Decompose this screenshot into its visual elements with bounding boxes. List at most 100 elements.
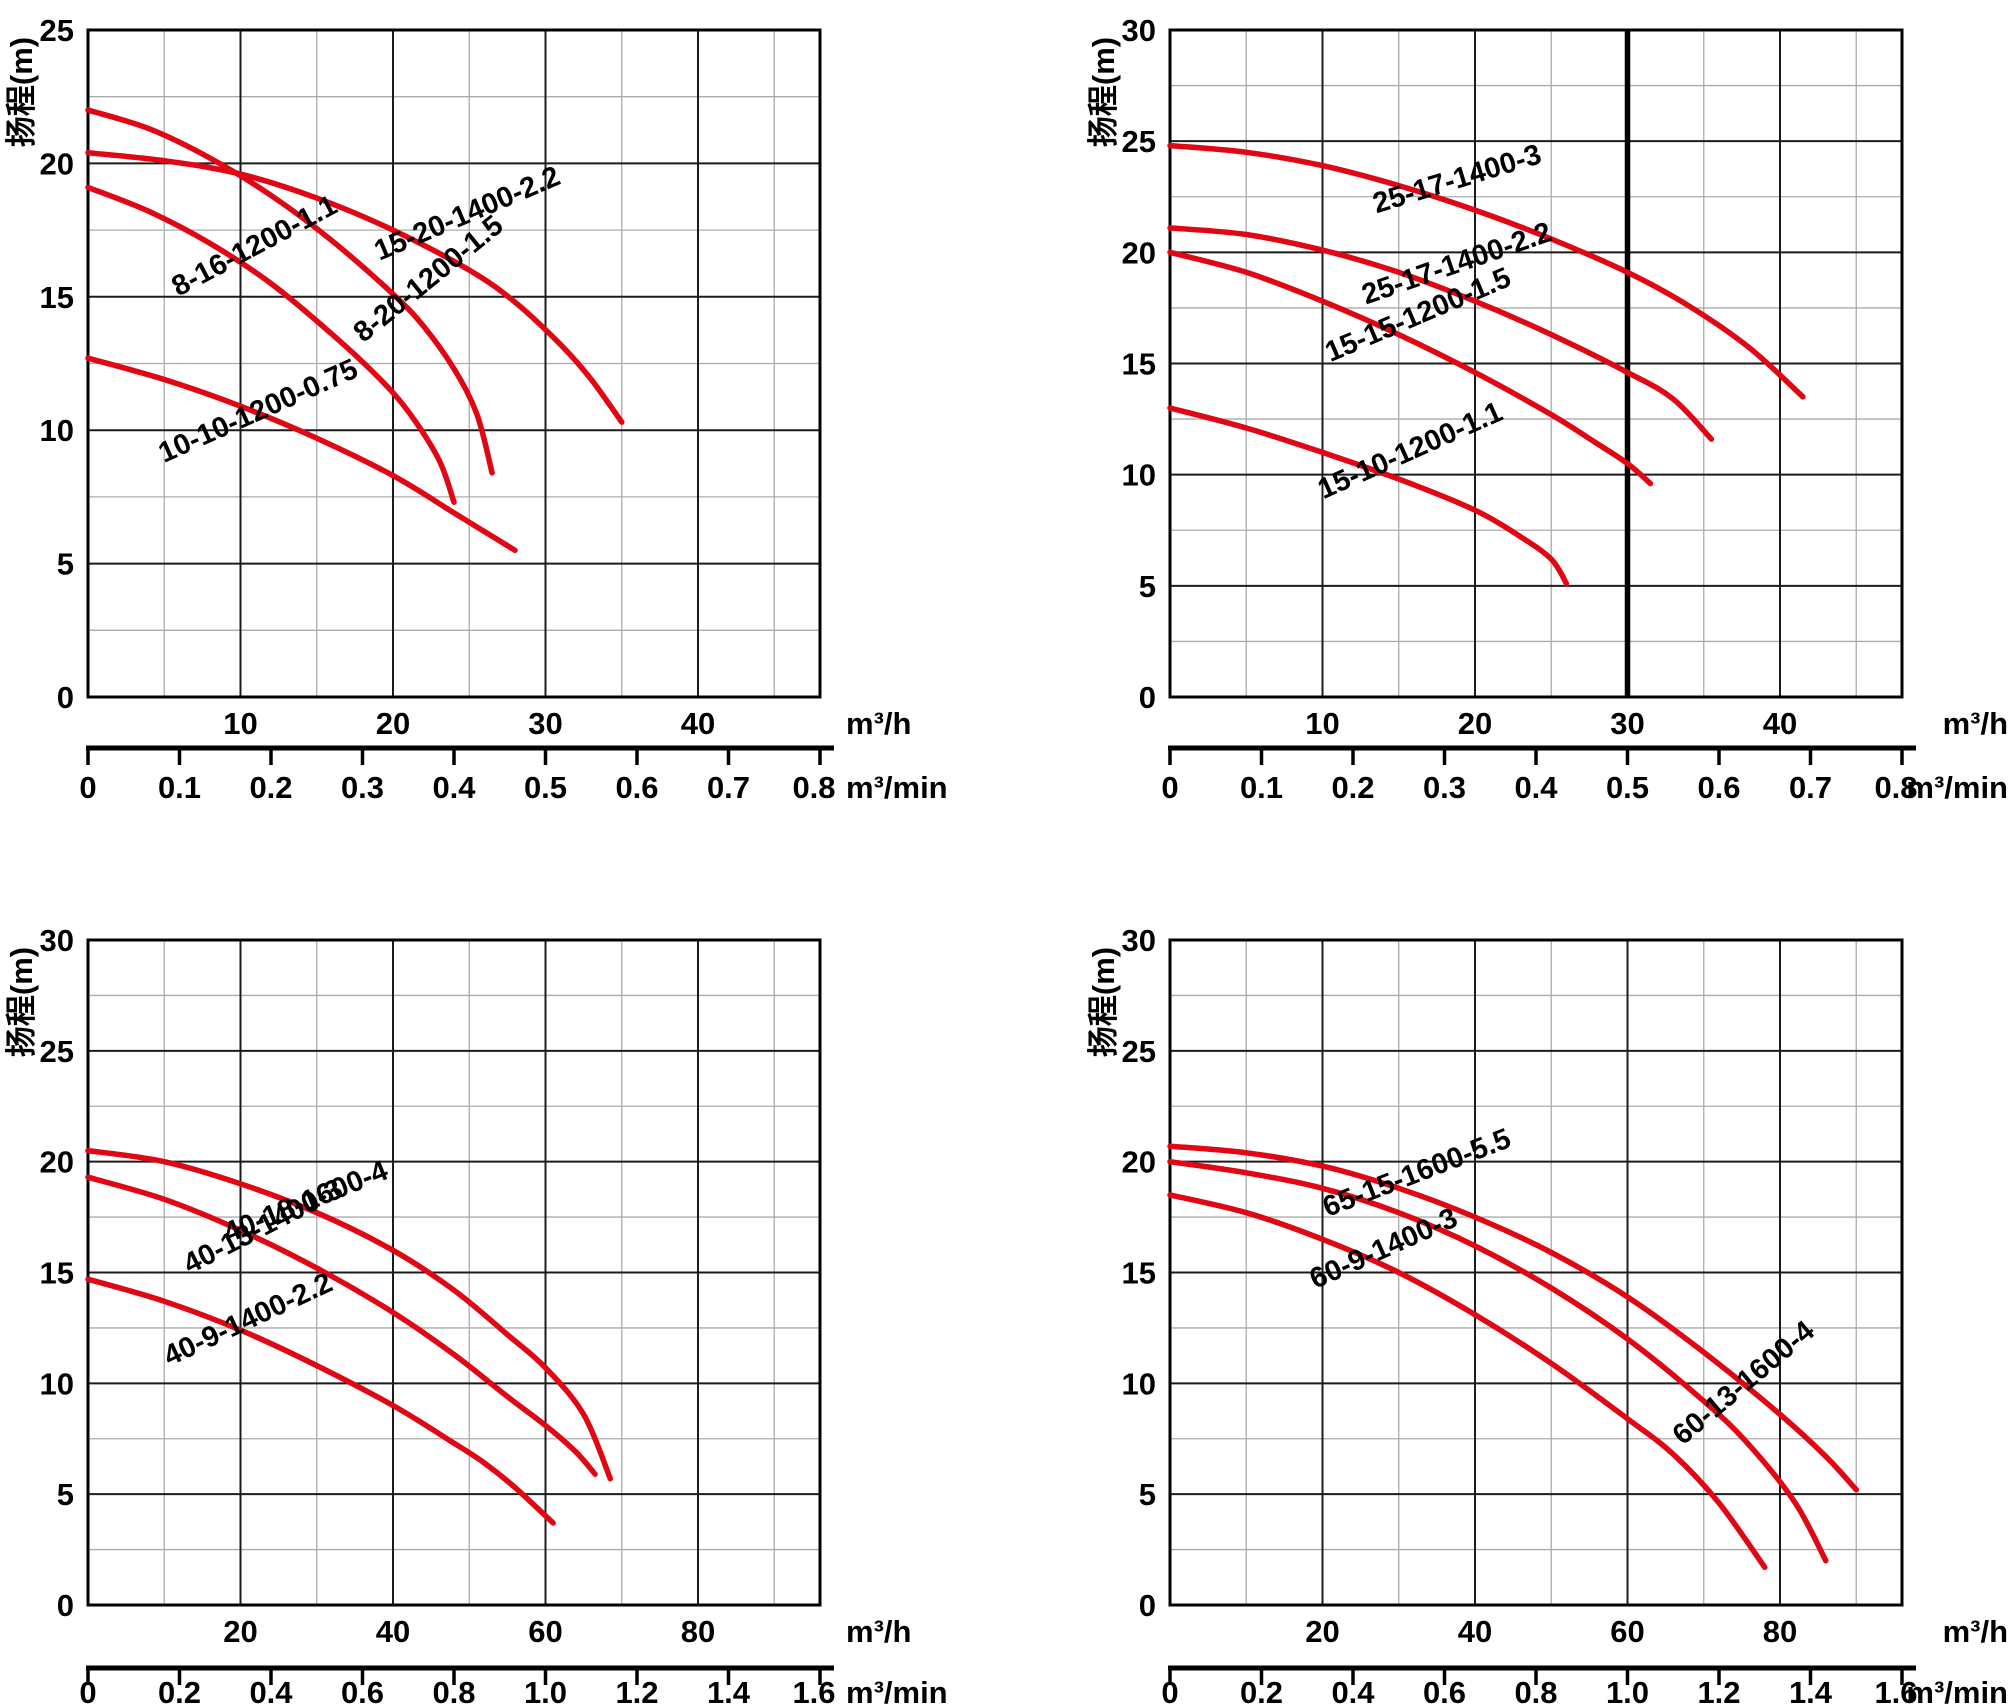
secondary-tick-label: 0.1 — [1240, 770, 1283, 805]
primary-flow-unit-label: m³/h — [846, 1614, 911, 1649]
y-tick-label: 10 — [40, 413, 74, 448]
secondary-tick-label: 0.5 — [1606, 770, 1649, 805]
secondary-tick-label: 0.3 — [341, 770, 384, 805]
y-tick-label: 25 — [40, 1034, 74, 1069]
secondary-flow-unit-label: m³/min — [1906, 770, 2008, 805]
x-tick-label: 40 — [1763, 706, 1797, 741]
secondary-tick-label: 0.6 — [341, 1675, 384, 1707]
secondary-tick-label: 1.0 — [1606, 1675, 1649, 1707]
secondary-tick-label: 1.6 — [1874, 1675, 1917, 1707]
y-tick-label: 15 — [1122, 1256, 1156, 1291]
secondary-tick-label: 0 — [1161, 1675, 1178, 1707]
secondary-tick-label: 1.4 — [1789, 1675, 1833, 1707]
y-tick-label: 20 — [1122, 1145, 1156, 1180]
curve-60-9-1400-3 — [1167, 1192, 1768, 1571]
curve-60-13-1600-4 — [1167, 1158, 1829, 1564]
secondary-tick-label: 0.4 — [432, 770, 476, 805]
secondary-flow-unit-label: m³/min — [846, 770, 948, 805]
secondary-tick-label: 0 — [79, 770, 96, 805]
secondary-tick-label: 0 — [79, 1675, 96, 1707]
x-tick-label: 20 — [1458, 706, 1492, 741]
y-tick-label: 15 — [1122, 347, 1156, 382]
secondary-tick-label: 0.2 — [158, 1675, 201, 1707]
secondary-flow-unit-label: m³/min — [1906, 1675, 2008, 1707]
y-tick-label: 0 — [1139, 680, 1156, 715]
plot-border — [1168, 28, 1904, 699]
plot-border — [86, 28, 822, 699]
secondary-tick-label: 0.6 — [615, 770, 658, 805]
curve-8-20-1200-1.5 — [85, 107, 495, 476]
y-tick-label: 15 — [40, 280, 74, 315]
y-tick-label: 20 — [40, 1145, 74, 1180]
y-tick-label: 25 — [1122, 124, 1156, 159]
secondary-tick-label: 0.7 — [707, 770, 750, 805]
x-tick-label: 20 — [376, 706, 410, 741]
secondary-tick-label: 0.1 — [158, 770, 201, 805]
y-axis-title: 扬程(m) — [4, 37, 39, 147]
curve-label: 40-9-1400-2.2 — [159, 1267, 338, 1373]
curve-25-17-1400-3 — [1167, 142, 1806, 400]
secondary-tick-label: 1.0 — [524, 1675, 567, 1707]
curve-40-9-1400-2.2 — [85, 1276, 556, 1526]
y-tick-label: 10 — [1122, 458, 1156, 493]
y-tick-label: 30 — [1122, 923, 1156, 958]
y-tick-label: 10 — [40, 1366, 74, 1401]
secondary-tick-label: 0.8 — [792, 770, 835, 805]
secondary-tick-label: 0.4 — [1514, 770, 1558, 805]
y-tick-label: 0 — [57, 1588, 74, 1623]
x-tick-label: 40 — [681, 706, 715, 741]
x-tick-label: 20 — [223, 1614, 257, 1649]
y-axis-title: 扬程(m) — [4, 947, 39, 1057]
curve-15-15-1200-1.5 — [1167, 249, 1654, 487]
x-tick-label: 80 — [681, 1614, 715, 1649]
y-tick-label: 20 — [40, 146, 74, 181]
y-tick-label: 25 — [1122, 1034, 1156, 1069]
y-tick-label: 10 — [1122, 1366, 1156, 1401]
secondary-tick-label: 1.4 — [707, 1675, 751, 1707]
y-tick-label: 30 — [1122, 13, 1156, 48]
secondary-tick-label: 1.6 — [792, 1675, 835, 1707]
x-tick-label: 10 — [1305, 706, 1339, 741]
y-tick-label: 0 — [1139, 1588, 1156, 1623]
plot-border — [1168, 938, 1904, 1607]
secondary-tick-label: 0.2 — [1240, 1675, 1283, 1707]
secondary-tick-label: 0.8 — [1514, 1675, 1557, 1707]
curve-8-16-1200-1.1 — [85, 184, 457, 505]
x-tick-label: 80 — [1763, 1614, 1797, 1649]
primary-flow-unit-label: m³/h — [1943, 706, 2008, 741]
pump-curve-chart-top-right: 25-17-1400-325-17-1400-2.215-15-1200-1.5… — [1086, 13, 2008, 805]
x-tick-label: 10 — [223, 706, 257, 741]
y-tick-label: 0 — [57, 680, 74, 715]
curve-40-13-1400-3 — [85, 1174, 598, 1477]
y-tick-label: 5 — [1139, 569, 1156, 604]
pump-curve-chart-bottom-right: 65-15-1600-5.560-13-1600-460-9-1400-3051… — [1086, 923, 2008, 1707]
y-tick-label: 5 — [57, 1477, 74, 1512]
secondary-tick-label: 0.2 — [249, 770, 292, 805]
plot-border — [86, 938, 822, 1607]
secondary-tick-label: 0.6 — [1423, 1675, 1466, 1707]
secondary-flow-unit-label: m³/min — [846, 1675, 948, 1707]
y-tick-label: 20 — [1122, 235, 1156, 270]
secondary-tick-label: 0.3 — [1423, 770, 1466, 805]
pump-curve-chart-top-left: 15-20-1400-2.28-20-1200-1.58-16-1200-1.1… — [4, 13, 948, 805]
y-tick-label: 5 — [57, 547, 74, 582]
secondary-tick-label: 0.5 — [524, 770, 567, 805]
y-tick-label: 30 — [40, 923, 74, 958]
secondary-tick-label: 1.2 — [1697, 1675, 1740, 1707]
y-tick-label: 15 — [40, 1256, 74, 1291]
secondary-tick-label: 0.2 — [1331, 770, 1374, 805]
x-tick-label: 30 — [1610, 706, 1644, 741]
curve-label: 10-10-1200-0.75 — [154, 353, 363, 469]
secondary-tick-label: 0.7 — [1789, 770, 1832, 805]
curve-25-17-1400-2.2 — [1167, 225, 1715, 442]
y-axis-title: 扬程(m) — [1086, 947, 1121, 1057]
primary-flow-unit-label: m³/h — [846, 706, 911, 741]
secondary-tick-label: 0 — [1161, 770, 1178, 805]
x-tick-label: 60 — [528, 1614, 562, 1649]
primary-flow-unit-label: m³/h — [1943, 1614, 2008, 1649]
x-tick-label: 40 — [376, 1614, 410, 1649]
y-axis-title: 扬程(m) — [1086, 37, 1121, 147]
curve-40-18-1600-4 — [85, 1147, 614, 1482]
